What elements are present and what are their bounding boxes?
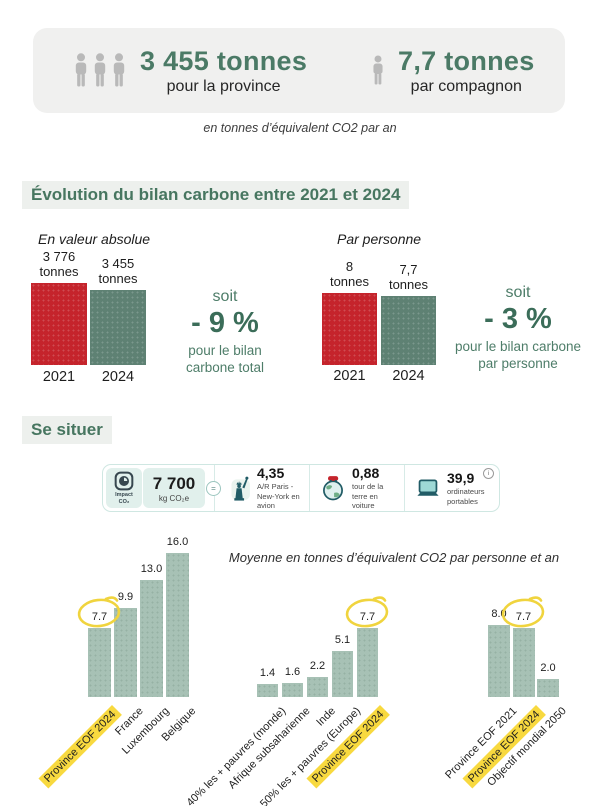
bar-50% les + pauvres (Europe) [332,651,353,697]
highlight-circle [501,595,544,628]
note-caption: pour le bilan carbone total [185,343,265,376]
person-group-icon [73,52,127,89]
card-item-avion: 4,35 A/R Paris - New-York en avion [214,465,309,511]
chart-world-comparison: 1.4 40% les + pauvres (monde) 1.6 Afrique s… [184,540,390,806]
year-label: 2021 [333,368,366,384]
absolute-chart: 3 776 tonnes 3 455 tonnes [31,249,146,365]
card-item-text: 0,88 tour de la terre en voiture [352,465,400,510]
bar-value-label: 3 455 tonnes [98,256,138,287]
equals-badge: = [206,480,221,496]
person-icon [371,54,385,87]
bar-2021-per-person [322,293,377,365]
companion-stat: 7,7 tonnes par compagnon [371,28,535,113]
year-label: 2024 [101,369,135,385]
impact-co2-logo: Impact CO₂ [106,468,142,508]
highlight-circle [345,595,388,628]
average-note: Moyenne en tonnes d’équivalent CO2 par p… [228,550,560,565]
change-note-per-person: soit - 3 % pour le bilan carbone par per… [452,284,584,373]
bar-40% les + pauvres (monde) [257,684,278,697]
bar-Province EOF 2021 [488,625,510,697]
companion-caption: par compagnon [410,77,522,95]
bar-value-label: 2.0 [540,662,556,674]
bar-2021-absolute [31,283,87,365]
bar-value-label: 7.7 [515,610,532,623]
card-item-number: 4,35 [257,465,285,482]
bar-Afrique subsaharienne [282,682,303,697]
bar-value-label: 7.7 [91,610,108,623]
unit-note: en tonnes d’équivalent CO2 par an [203,121,397,135]
bar-Province EOF 2024 [88,627,111,697]
chart-title-per-person: Par personne [337,231,422,247]
note-caption: pour le bilan carbone par personne [454,339,582,372]
earth-car-icon [320,475,346,501]
x-axis-labels: 2021 2024 [322,368,436,384]
note-percent: - 3 % [484,303,552,335]
bar-column: 3 455 tonnes [90,249,146,365]
bar-column: 7,7 tonnes [381,259,436,365]
impact-co2-logo-label: Impact CO₂ [115,492,133,505]
impact-total-number: 7 700 [152,473,196,493]
bar-2024-absolute [90,290,146,365]
card-item-caption: tour de la terre en voiture [352,482,384,511]
section-title-evolution: Évolution du bilan carbone entre 2021 et… [22,181,410,209]
bar-value-label: 1.6 [284,665,301,678]
statue-of-liberty-icon [225,475,251,501]
province-stat: 3 455 tonnes pour la province [73,28,307,113]
card-item-text: 39,9 ordinateurs portables [447,470,495,506]
note-soit: soit [212,288,238,305]
bar-value-label: 13.0 [140,563,163,575]
bar-value-label: 7.7 [359,610,376,623]
year-label: 2021 [42,369,76,385]
card-item-number: 0,88 [352,465,380,482]
bar-2024-per-person [381,295,436,365]
bar-value-label: 16.0 [166,536,189,548]
laptop-icon [415,475,441,501]
note-soit: soit [505,284,531,301]
bar-value-label: 9.9 [117,590,134,603]
bar-Objectif mondial 2050 [537,679,559,697]
x-axis-labels: 2021 2024 [31,369,146,385]
category-label: Province EOF 2024 [37,705,122,789]
section-title-situer: Se situer [22,416,112,444]
bar-Luxembourg [140,580,163,697]
chart-countries: 7.7 Province EOF 2024 9.9 France 13.0 Luxembo… [37,536,198,789]
card-item-voiture: 0,88 tour de la terre en voiture [309,465,404,511]
highlight-circle [77,595,120,628]
impact-co2-card: Impact CO₂ 7 700 kg CO₂e = [102,464,500,512]
card-item-caption: ordinateurs portables [447,487,485,506]
bar-value-label: 2.2 [309,660,326,673]
summary-banner: 3 455 tonnes pour la province 7,7 tonnes… [33,28,565,113]
province-total-caption: pour la province [166,77,281,95]
card-item-text: 4,35 A/R Paris - New-York en avion [257,465,305,510]
card-item-caption: A/R Paris - New-York en avion [257,482,300,511]
bar-column: 8 tonnes [322,259,377,365]
per-person-chart: 8 tonnes 7,7 tonnes [322,259,436,365]
bar-value-label: 7,7 tonnes [388,261,429,292]
change-note-absolute: soit - 9 % pour le bilan carbone total [166,288,284,377]
impact-total: 7 700 kg CO₂e [143,468,205,508]
chart-title-absolute: En valeur absolue [38,231,151,247]
bar-France [114,607,137,697]
bar-value-label: 3 776 tonnes [39,249,79,280]
impact-co2-logo-icon [114,471,134,491]
note-percent: - 9 % [191,307,259,339]
bar-Inde [307,677,328,697]
impact-total-unit: kg CO₂e [158,493,190,503]
card-item-number: 39,9 [447,470,475,487]
bar-value-label: 5.1 [334,634,351,647]
bar-Province EOF 2024 [357,627,378,697]
year-label: 2024 [392,368,425,384]
bar-value-label: 8 tonnes [329,259,370,290]
chart-objective: 8.0 Province EOF 2021 7.7 Province EOF 2024… [443,540,568,789]
bar-column: 3 776 tonnes [31,249,87,365]
province-total-value: 3 455 tonnes [140,45,308,76]
bar-value-label: 1.4 [259,667,276,680]
bar-Belgique [166,553,189,697]
bar-Province EOF 2024 [512,627,535,697]
card-item-ordinateurs: 39,9 ordinateurs portables [404,465,499,511]
companion-value: 7,7 tonnes [398,45,535,76]
info-icon[interactable]: i [483,468,494,479]
